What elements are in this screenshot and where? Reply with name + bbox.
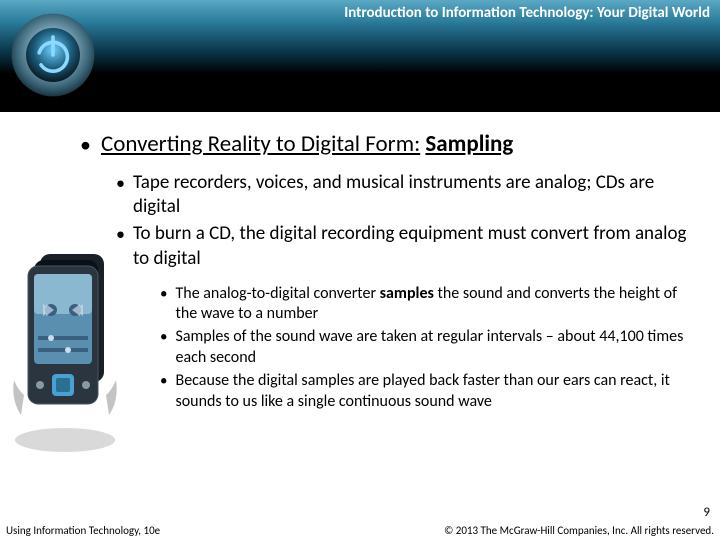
level2-list: • Tape recorders, voices, and musical in… (116, 171, 700, 272)
list-text: Tape recorders, voices, and musical inst… (133, 171, 700, 220)
list-text: Samples of the sound wave are taken at r… (175, 327, 700, 369)
bullet-icon: • (116, 171, 125, 195)
level3-list: • The analog-to-digital converter sample… (160, 284, 700, 413)
bullet-icon: • (160, 284, 167, 304)
footer-left: Using Information Technology, 10e (6, 524, 160, 537)
header-title: Introduction to Information Technology: … (344, 4, 710, 22)
page-number: 9 (703, 505, 710, 520)
heading-text: Converting Reality to Digital Form: Samp… (101, 130, 513, 160)
bullet-icon: • (80, 130, 91, 161)
device-illustration (6, 240, 124, 460)
bullet-icon: • (160, 371, 167, 391)
list-item: • To burn a CD, the digital recording eq… (116, 222, 700, 271)
heading-row: • Converting Reality to Digital Form: Sa… (80, 130, 700, 161)
list-text: The analog-to-digital converter samples … (175, 284, 700, 326)
slide-footer: Using Information Technology, 10e © 2013… (0, 520, 720, 540)
list-text: Because the digital samples are played b… (175, 371, 700, 413)
list-item: • Tape recorders, voices, and musical in… (116, 171, 700, 220)
bullet-icon: • (160, 327, 167, 347)
list-item: • The analog-to-digital converter sample… (160, 284, 700, 326)
power-icon (8, 10, 98, 100)
list-text: To burn a CD, the digital recording equi… (133, 222, 700, 271)
list-item: • Samples of the sound wave are taken at… (160, 327, 700, 369)
slide-header: Introduction to Information Technology: … (0, 0, 720, 112)
footer-right: © 2013 The McGraw-Hill Companies, Inc. A… (444, 524, 714, 537)
list-item: • Because the digital samples are played… (160, 371, 700, 413)
